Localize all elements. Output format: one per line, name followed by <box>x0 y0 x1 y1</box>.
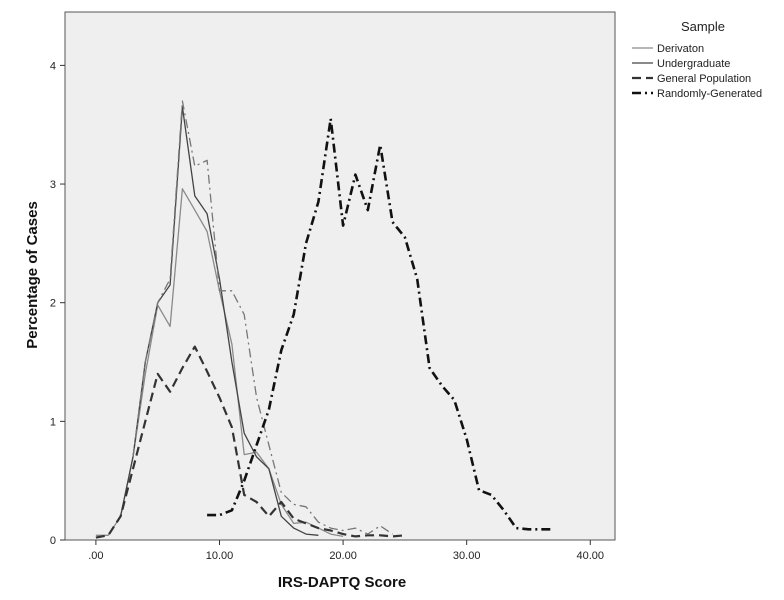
legend-label: Undergraduate <box>657 58 730 70</box>
legend-label: Derivaton <box>657 43 704 55</box>
y-tick-label: 2 <box>50 298 56 310</box>
plot-area <box>64 11 616 541</box>
series-line-5 <box>207 117 554 531</box>
series-line-4 <box>132 100 393 535</box>
y-tick-label: 1 <box>50 416 56 428</box>
y-tick-label: 3 <box>50 179 56 191</box>
x-axis-title: IRS-DAPTQ Score <box>278 574 406 591</box>
series-layer <box>95 100 554 539</box>
x-tick-label: 40.00 <box>577 550 605 562</box>
y-tick-label: 4 <box>50 60 56 72</box>
legend-label: General Population <box>657 73 751 85</box>
legend-label: Randomly-Generated <box>657 88 762 100</box>
x-tick-label: 30.00 <box>453 550 481 562</box>
y-tick-label: 0 <box>50 535 56 547</box>
x-tick-label: 10.00 <box>206 550 234 562</box>
x-tick-label: 20.00 <box>329 550 357 562</box>
series-line-3 <box>95 345 405 539</box>
legend: Sample Derivaton Undergraduate General Pop… <box>632 19 762 100</box>
legend-title: Sample <box>681 19 725 34</box>
axes: .00 10.00 20.00 30.00 40.00 0 1 2 3 4 <box>50 60 604 562</box>
x-tick-label: .00 <box>88 550 103 562</box>
y-axis-title: Percentage of Cases <box>24 201 41 349</box>
